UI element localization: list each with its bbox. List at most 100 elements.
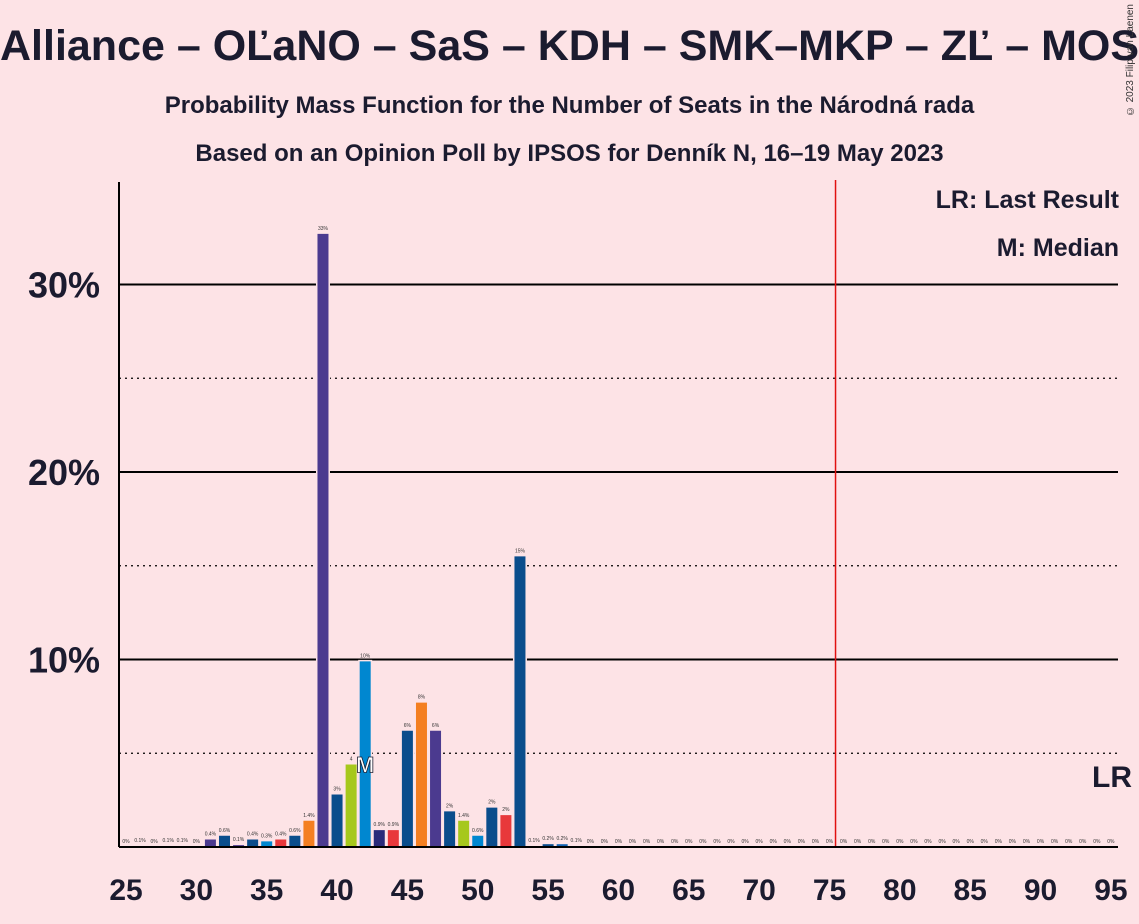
chart-title: Alliance – OĽaNO – SaS – KDH – SMK–MKP –…: [0, 22, 1139, 70]
bar-value-label: 0%: [587, 839, 595, 845]
bar-value-label: 0%: [193, 839, 201, 845]
bar-seats-32: [218, 835, 230, 847]
bar-value-label: 8%: [418, 695, 426, 701]
bar-value-label: 0.1%: [177, 838, 189, 844]
x-tick-label: 45: [391, 874, 424, 907]
x-tick-label: 35: [250, 874, 283, 907]
bar-value-label: 1.4%: [303, 813, 315, 819]
legend-median: M: Median: [996, 234, 1119, 262]
bar-value-label: 0%: [122, 839, 130, 845]
bar-value-label: 0.1%: [233, 837, 245, 843]
bar-halo: [161, 844, 176, 847]
bar-seats-47: [430, 730, 442, 847]
bar-halo: [175, 844, 190, 847]
bar-value-label: 0%: [727, 839, 735, 845]
last-result-label: LR: [1092, 761, 1132, 794]
bar-value-label: 0.3%: [261, 833, 273, 839]
bar-value-label: 0%: [910, 839, 918, 845]
bar-value-label: 3%: [333, 787, 341, 793]
bar-value-label: 0%: [657, 839, 665, 845]
y-tick-label: 20%: [28, 452, 100, 493]
bar-value-label: 0%: [1079, 839, 1087, 845]
bar-seats-53: [514, 556, 526, 847]
bar-value-label: 15%: [515, 548, 526, 554]
bar-value-label: 0%: [826, 839, 834, 845]
x-tick-label: 25: [109, 874, 142, 907]
bar-seats-31: [204, 839, 216, 847]
bar-value-label: 0.1%: [134, 838, 146, 844]
x-tick-label: 65: [672, 874, 705, 907]
bar-value-label: 0.9%: [388, 822, 400, 828]
chart-subtitle: Probability Mass Function for the Number…: [164, 92, 975, 119]
x-tick-label: 70: [742, 874, 775, 907]
bar-seats-45: [401, 730, 413, 847]
bar-seats-55: [542, 844, 554, 847]
bar-value-label: 0%: [671, 839, 679, 845]
bar-value-label: 0%: [1037, 839, 1045, 845]
bar-seats-34: [247, 839, 259, 847]
bar-halo: [527, 844, 542, 847]
bar-value-label: 0.6%: [472, 828, 484, 834]
bar-seats-56: [556, 844, 568, 847]
bar-seats-49: [458, 820, 470, 847]
bar-value-label: 0%: [1065, 839, 1073, 845]
bar-value-label: 0%: [629, 839, 637, 845]
bar-value-label: 0%: [151, 839, 159, 845]
x-tick-label: 55: [531, 874, 564, 907]
bar-value-label: 0%: [756, 839, 764, 845]
bar-value-label: 4: [350, 757, 353, 763]
bar-value-label: 6%: [404, 723, 412, 729]
bar-value-label: 0.2%: [542, 836, 554, 842]
bar-value-label: 0%: [854, 839, 862, 845]
bar-seats-50: [472, 835, 484, 847]
bar-value-label: 0%: [882, 839, 890, 845]
bar-value-label: 0%: [1023, 839, 1031, 845]
bar-value-label: 0.4%: [275, 832, 287, 838]
bar-seats-37: [289, 835, 301, 847]
bar-value-label: 0%: [1107, 839, 1115, 845]
bar-value-label: 0%: [643, 839, 651, 845]
x-tick-label: 90: [1024, 874, 1057, 907]
x-tick-label: 60: [602, 874, 635, 907]
bar-value-label: 0%: [601, 839, 609, 845]
bar-seats-39: [317, 233, 329, 847]
bar-value-label: 0%: [967, 839, 975, 845]
bar-value-label: 0%: [995, 839, 1003, 845]
bar-value-label: 0%: [615, 839, 623, 845]
bar-seats-52: [500, 815, 512, 847]
x-tick-label: 75: [813, 874, 846, 907]
bar-value-label: 0%: [770, 839, 778, 845]
bar-value-label: 0.1%: [528, 838, 540, 844]
bar-seats-44: [387, 830, 399, 847]
bar-value-label: 0.6%: [289, 828, 301, 834]
bar-value-label: 0%: [981, 839, 989, 845]
x-tick-label: 30: [180, 874, 213, 907]
x-tick-label: 40: [320, 874, 353, 907]
bar-value-label: 0.4%: [205, 832, 217, 838]
bar-value-label: 0%: [938, 839, 946, 845]
bar-halo: [133, 844, 148, 847]
bar-seats-38: [303, 820, 315, 847]
bar-value-label: 2%: [488, 800, 496, 806]
bar-value-label: 0%: [840, 839, 848, 845]
bar-seats-43: [373, 830, 385, 847]
bar-value-label: 0%: [798, 839, 806, 845]
bar-value-label: 6%: [432, 723, 440, 729]
bar-value-label: 0.1%: [163, 838, 175, 844]
y-tick-label: 30%: [28, 265, 100, 306]
x-tick-label: 85: [954, 874, 987, 907]
legend-last-result: LR: Last Result: [935, 186, 1119, 214]
bar-seats-41: [345, 764, 357, 847]
bar-value-label: 0.6%: [219, 828, 231, 834]
bar-value-label: 0%: [924, 839, 932, 845]
bar-value-label: 10%: [360, 653, 371, 659]
bar-value-label: 0.4%: [247, 832, 259, 838]
bar-value-label: 0%: [953, 839, 961, 845]
bar-value-label: 0%: [784, 839, 792, 845]
bar-value-label: 0%: [699, 839, 707, 845]
bar-value-label: 0%: [1093, 839, 1101, 845]
bar-halo: [569, 844, 584, 847]
bar-seats-48: [444, 811, 456, 847]
x-tick-label: 50: [461, 874, 494, 907]
